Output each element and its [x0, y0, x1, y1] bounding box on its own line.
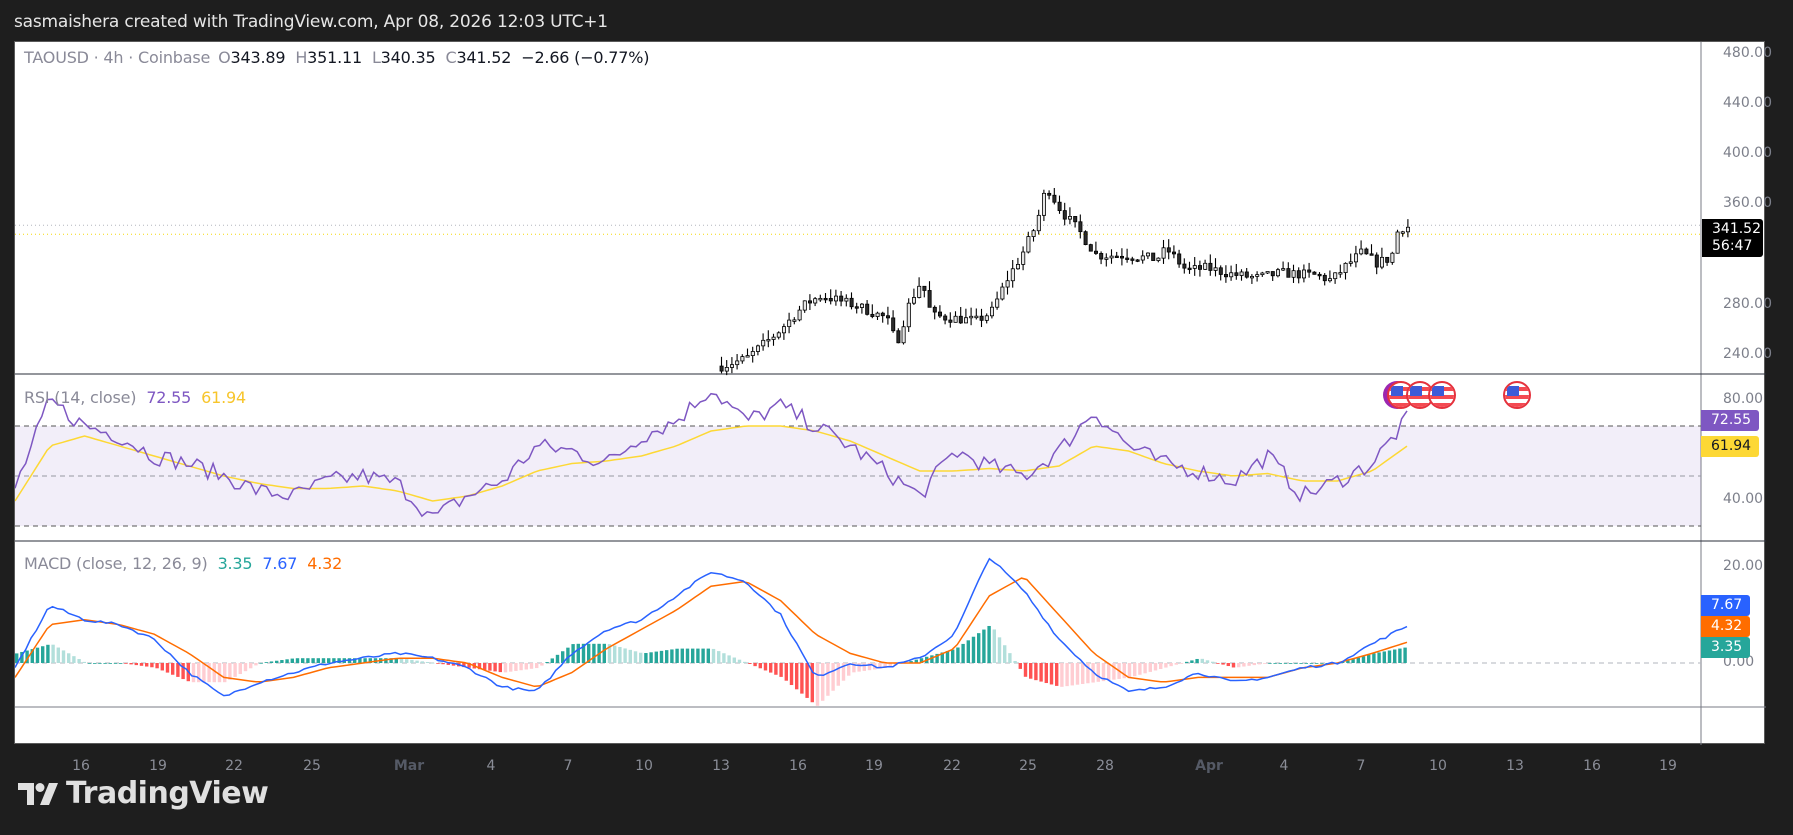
time-axis-label: 16 [72, 758, 90, 774]
time-axis-label: 25 [1019, 758, 1037, 774]
time-axis-label: 16 [789, 758, 807, 774]
rsi-value-tag: 72.55 [1701, 410, 1760, 431]
time-axis-label: 28 [1096, 758, 1114, 774]
time-axis-label: 7 [563, 758, 573, 774]
time-axis-label: Mar [393, 758, 425, 774]
macd-signal-tag: 4.32 [1701, 616, 1751, 637]
time-axis-label: 7 [1356, 758, 1366, 774]
us-economic-event-icon[interactable] [1428, 381, 1456, 409]
rsi-tick: 80.00 [1723, 391, 1764, 407]
macd-line-value: 7.67 [262, 554, 298, 573]
macd-label: MACD (close, 12, 26, 9) [24, 554, 208, 573]
time-axis-label: 19 [149, 758, 167, 774]
symbol-legend: TAOUSD · 4h · Coinbase O343.89 H351.11 L340… [24, 48, 650, 67]
bar-countdown: 56:47 [1712, 238, 1753, 254]
macd-signal-value: 4.32 [307, 554, 343, 573]
symbol-title[interactable]: TAOUSD · 4h · Coinbase [24, 48, 211, 67]
us-economic-event-icon[interactable] [1503, 381, 1531, 409]
time-axis-label: 4 [486, 758, 496, 774]
open-value: 343.89 [230, 48, 286, 67]
tradingview-logo: TradingView [18, 776, 269, 811]
time-axis-label: 25 [303, 758, 321, 774]
rsi-ma-value: 61.94 [201, 388, 246, 407]
high-value: 351.11 [307, 48, 362, 67]
rsi-label: RSI (14, close) [24, 388, 137, 407]
close-value: 341.52 [456, 48, 512, 67]
time-axis-label: 10 [1429, 758, 1447, 774]
macd-legend[interactable]: MACD (close, 12, 26, 9) 3.35 7.67 4.32 [24, 554, 342, 573]
macd-histogram-value: 3.35 [217, 554, 253, 573]
rsi-value: 72.55 [146, 388, 192, 407]
macd-tick: 20.00 [1723, 558, 1764, 574]
price-tick: 400.00 [1723, 145, 1772, 161]
change-value: −2.66 (−0.77%) [521, 48, 650, 67]
price-tick: 360.00 [1723, 195, 1772, 211]
price-tick: 440.00 [1723, 95, 1772, 111]
low-value: 340.35 [380, 48, 436, 67]
time-axis-label: Apr [1195, 758, 1223, 774]
time-axis-label: 16 [1583, 758, 1601, 774]
price-tick: 240.00 [1723, 346, 1772, 362]
price-tick: 480.00 [1723, 45, 1772, 61]
macd-tick: 0.00 [1723, 654, 1755, 670]
current-price: 341.52 [1712, 221, 1761, 237]
time-axis-label: 4 [1279, 758, 1289, 774]
time-axis-label: 13 [712, 758, 730, 774]
time-axis-label: 13 [1506, 758, 1524, 774]
rsi-tick: 40.00 [1723, 491, 1764, 507]
rsi-legend[interactable]: RSI (14, close) 72.55 61.94 [24, 388, 246, 407]
current-price-tag: 341.52 56:47 [1702, 219, 1763, 257]
macd-histogram-tag: 3.35 [1701, 637, 1751, 658]
macd-line-tag: 7.67 [1701, 595, 1751, 616]
time-axis-label: 10 [635, 758, 653, 774]
time-axis-label: 22 [225, 758, 243, 774]
time-axis-label: 19 [1659, 758, 1677, 774]
time-axis-label: 22 [943, 758, 961, 774]
rsi-ma-value-tag: 61.94 [1701, 436, 1760, 457]
chart-canvas[interactable] [15, 42, 1766, 745]
time-axis-label: 19 [865, 758, 883, 774]
price-tick: 280.00 [1723, 296, 1772, 312]
logo-text: TradingView [66, 776, 269, 811]
attribution-header: sasmaishera created with TradingView.com… [14, 12, 608, 32]
tradingview-logo-icon [18, 782, 58, 805]
chart-frame[interactable]: TAOUSD · 4h · Coinbase O343.89 H351.11 L340… [14, 41, 1772, 774]
